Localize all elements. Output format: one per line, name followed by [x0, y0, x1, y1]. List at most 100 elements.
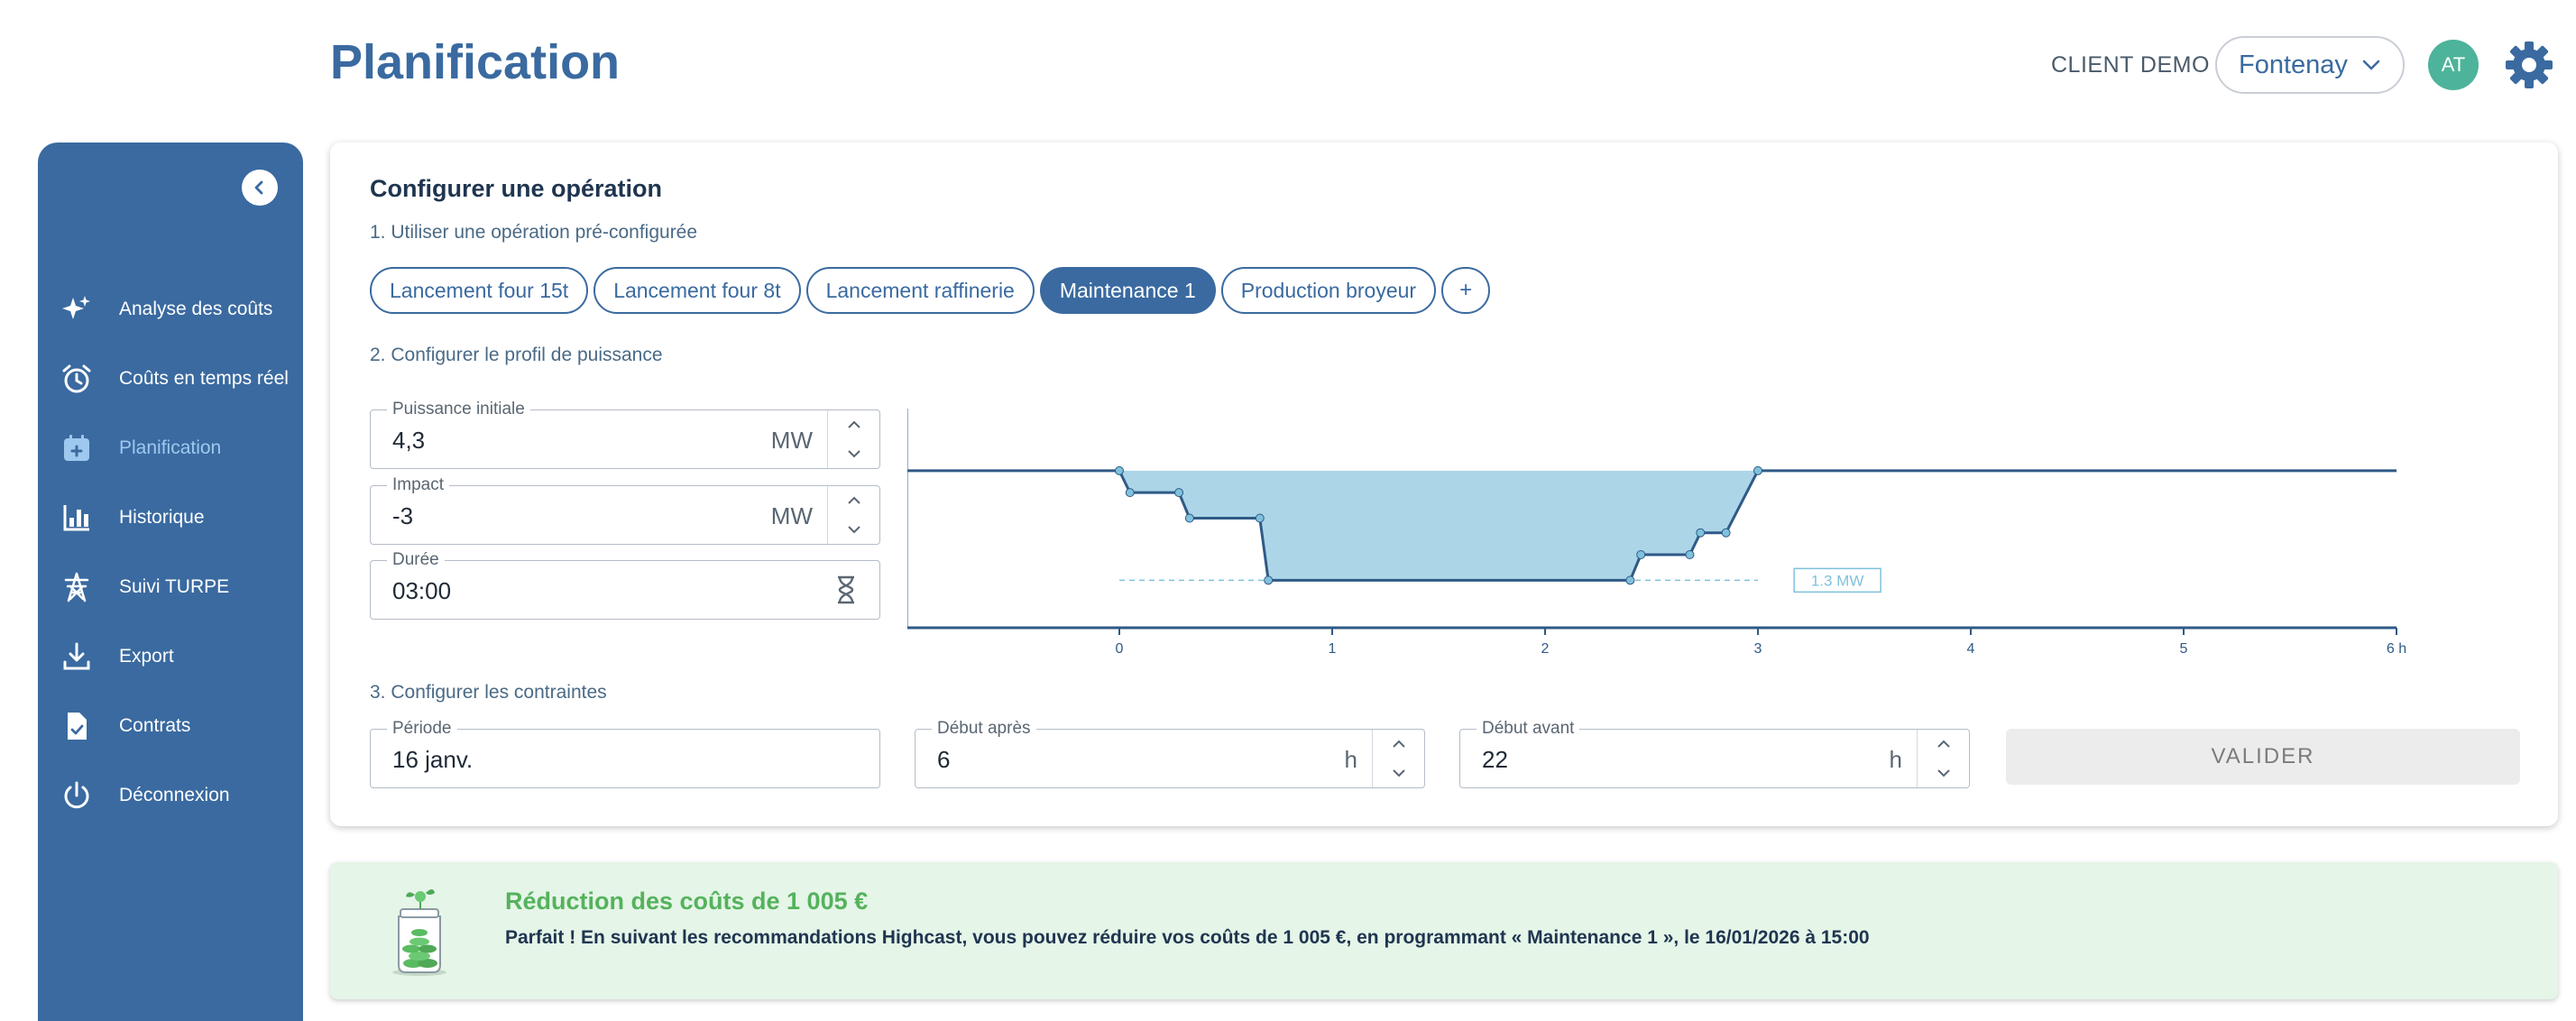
calendar-icon	[61, 433, 92, 464]
chevron-up-icon	[848, 496, 860, 504]
preset-chip[interactable]: Lancement raffinerie	[805, 267, 1035, 314]
field-label: Période	[387, 719, 457, 739]
preset-chip[interactable]: Production broyeur	[1220, 267, 1437, 314]
increment-button[interactable]	[828, 410, 880, 439]
chevron-down-icon	[1937, 769, 1950, 777]
client-label: CLIENT DEMO	[2051, 52, 2210, 78]
step-2-label: 2. Configurer le profil de puissance	[370, 345, 663, 365]
field-value: 16 janv.	[392, 746, 474, 773]
alarm-clock-icon	[61, 363, 92, 394]
collapse-sidebar-button[interactable]	[242, 170, 278, 206]
x-tick-label: 3	[1754, 641, 1762, 657]
number-stepper	[827, 486, 879, 544]
x-tick-label: 0	[1116, 641, 1124, 657]
x-tick-label: 5	[2180, 641, 2188, 657]
decrement-button[interactable]	[828, 439, 880, 468]
sidebar-item-deconnexion[interactable]: Déconnexion	[38, 760, 303, 830]
hourglass-icon[interactable]	[836, 575, 856, 604]
sidebar-item-label: Historique	[119, 506, 205, 528]
field-value: 6	[937, 746, 951, 773]
sidebar-item-label: Suivi TURPE	[119, 575, 230, 597]
money-jar-icon	[392, 889, 446, 976]
page-title: Planification	[330, 35, 621, 89]
preset-chip[interactable]: Lancement four 15t	[370, 267, 589, 314]
sidebar-item-planification[interactable]: Planification	[38, 413, 303, 483]
preset-chip-selected[interactable]: Maintenance 1	[1039, 267, 1216, 314]
field-unit: h	[1889, 746, 1902, 773]
recommendation-banner: Réduction des coûts de 1 005 € Parfait !…	[330, 862, 2558, 999]
profile-point	[1753, 465, 1762, 475]
sidebar-item-label: Analyse des coûts	[119, 298, 273, 319]
impact-area	[1119, 470, 1758, 581]
x-tick-label: 1	[1329, 641, 1337, 657]
field-value: 4,3	[392, 427, 426, 454]
field-value: -3	[392, 502, 414, 529]
field-value: 03:00	[392, 577, 452, 604]
operation-config-card: Configurer une opération 1. Utiliser une…	[330, 143, 2558, 826]
increment-button[interactable]	[828, 486, 880, 515]
decrement-button[interactable]	[828, 515, 880, 544]
increment-button[interactable]	[1918, 730, 1970, 759]
preset-chip[interactable]: Lancement four 8t	[593, 267, 801, 314]
sidebar-item-historique[interactable]: Historique	[38, 483, 303, 552]
field-label: Début après	[932, 719, 1036, 739]
avatar[interactable]: AT	[2428, 40, 2479, 90]
sidebar-item-label: Export	[119, 645, 174, 667]
sidebar-item-contrats[interactable]: Contrats	[38, 691, 303, 760]
chevron-left-icon	[254, 180, 263, 195]
validate-button[interactable]: VALIDER	[2006, 729, 2520, 785]
sidebar: Analyse des coûts Coûts en temps réel Pl…	[38, 143, 303, 1021]
decrement-button[interactable]	[1918, 759, 1970, 787]
gear-icon[interactable]	[2504, 40, 2554, 90]
sidebar-item-label: Déconnexion	[119, 784, 230, 805]
field-unit: h	[1344, 746, 1357, 773]
sidebar-item-label: Coûts en temps réel	[119, 367, 289, 389]
chevron-up-icon	[848, 420, 860, 428]
profile-point	[1174, 488, 1184, 498]
field-unit: MW	[770, 502, 813, 529]
profile-point	[1184, 513, 1194, 523]
x-tick-label: 4	[1967, 641, 1975, 657]
debut-avant-field[interactable]: Début avant 22 h	[1459, 719, 1970, 788]
sidebar-item-export[interactable]: Export	[38, 621, 303, 691]
step-3-label: 3. Configurer les contraintes	[370, 682, 607, 703]
sidebar-item-temps-reel[interactable]: Coûts en temps réel	[38, 344, 303, 413]
puissance-initiale-field[interactable]: Puissance initiale 4,3 MW	[370, 400, 880, 469]
profile-point	[1721, 528, 1731, 538]
decrement-button[interactable]	[1373, 759, 1425, 787]
chevron-up-icon	[1393, 740, 1405, 748]
profile-point	[1685, 550, 1695, 559]
x-tick-label: 6 h	[2387, 641, 2406, 657]
profile-point	[1636, 550, 1646, 559]
debut-apres-field[interactable]: Début après 6 h	[915, 719, 1425, 788]
chevron-up-icon	[1937, 740, 1950, 748]
sparkles-icon	[61, 294, 92, 325]
profile-point	[1625, 575, 1635, 585]
sidebar-item-analyse[interactable]: Analyse des coûts	[38, 274, 303, 344]
chevron-down-icon	[848, 526, 860, 534]
periode-field[interactable]: Période 16 janv.	[370, 719, 880, 788]
field-unit: MW	[770, 427, 813, 454]
sidebar-item-label: Contrats	[119, 714, 191, 736]
recommendation-title: Réduction des coûts de 1 005 €	[505, 888, 869, 915]
download-icon	[61, 641, 92, 672]
field-label: Durée	[387, 550, 445, 570]
pylon-icon	[61, 572, 92, 602]
step-1-label: 1. Utiliser une opération pré-configurée	[370, 222, 698, 243]
power-icon	[61, 780, 92, 811]
site-select[interactable]: Fontenay	[2215, 36, 2405, 94]
impact-field[interactable]: Impact -3 MW	[370, 475, 880, 545]
sidebar-item-label: Planification	[119, 437, 222, 458]
field-value: 22	[1482, 746, 1508, 773]
duree-field[interactable]: Durée 03:00	[370, 550, 880, 620]
chevron-down-icon	[2362, 60, 2380, 70]
sidebar-item-turpe[interactable]: Suivi TURPE	[38, 552, 303, 621]
profile-point	[1115, 465, 1124, 475]
recommendation-text: Parfait ! En suivant les recommandations…	[505, 927, 1870, 948]
site-select-value: Fontenay	[2239, 50, 2348, 79]
profile-point	[1255, 513, 1265, 523]
add-preset-button[interactable]: +	[1441, 267, 1491, 314]
chevron-down-icon	[1393, 769, 1405, 777]
increment-button[interactable]	[1373, 730, 1425, 759]
